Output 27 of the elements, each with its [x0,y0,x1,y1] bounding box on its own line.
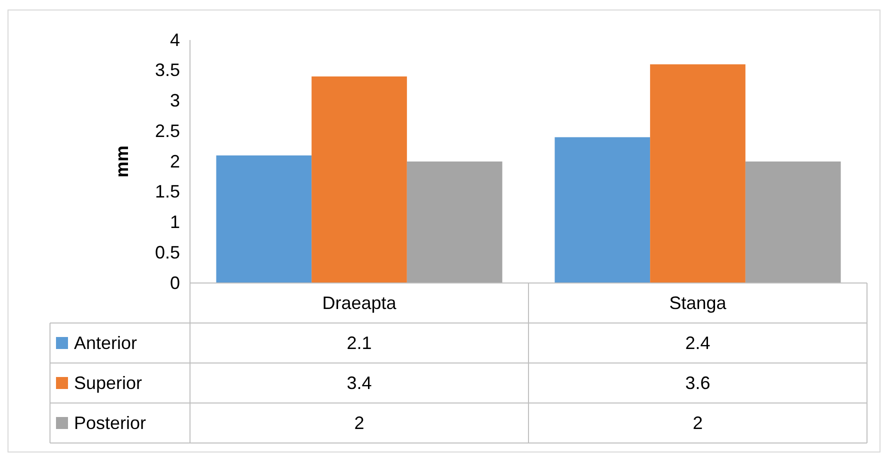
x-tick-label: Draeapta [322,293,398,313]
y-axis-title: mm [112,145,132,178]
y-tick-label: 4 [170,30,180,50]
legend-label: Anterior [74,333,138,353]
y-tick-label: 2.5 [154,120,180,141]
data-label: 2 [692,413,703,433]
bar [650,64,746,283]
data-label: 3.6 [685,373,710,393]
y-tick-label: 0 [170,272,180,293]
y-tick-label: 3.5 [154,60,180,80]
bar [406,162,502,283]
data-label: 2.1 [346,333,372,353]
bar [745,162,841,283]
legend-label: Posterior [74,413,146,433]
data-label: 2 [354,413,364,433]
y-tick-label: 3 [170,90,180,111]
y-tick-label: 2 [170,151,180,172]
data-label: 3.4 [346,373,372,393]
data-label: 2.4 [685,333,710,353]
y-tick-label: 0.5 [154,242,180,262]
y-tick-label: 1 [170,212,180,232]
y-tick-label: 1.5 [154,182,180,202]
bar [312,76,407,283]
bar [216,155,312,283]
legend-label: Superior [74,373,142,393]
bar [554,137,650,283]
x-tick-label: Stanga [669,293,728,313]
